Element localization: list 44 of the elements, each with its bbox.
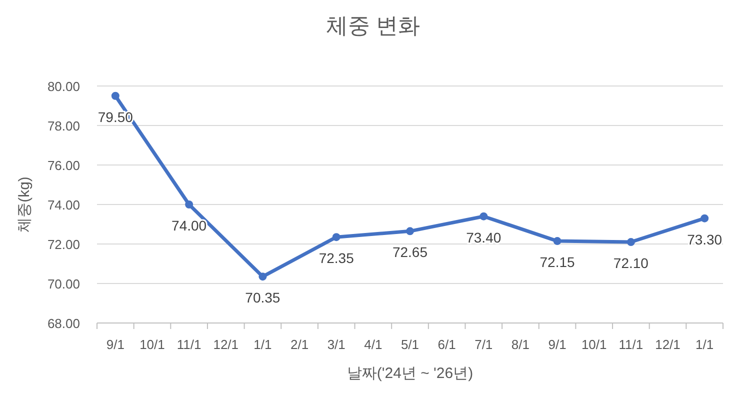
point xyxy=(185,200,194,208)
x-tick-label: 4/1 xyxy=(364,337,382,352)
y-tick-label: 72.00 xyxy=(47,237,80,252)
point xyxy=(700,214,709,222)
x-tick-label: 10/1 xyxy=(140,337,165,352)
point xyxy=(332,233,340,242)
x-tick-label: 11/1 xyxy=(618,337,644,352)
x-tick-label: 2/1 xyxy=(290,337,309,352)
x-tick-label: 12/1 xyxy=(655,337,680,352)
x-tick-label: 9/1 xyxy=(548,337,566,352)
data-label: 74.00 xyxy=(172,218,207,234)
x-tick-label: 12/1 xyxy=(213,337,239,352)
point xyxy=(553,237,562,246)
data-label: 72.35 xyxy=(318,250,354,266)
data-label: 72.10 xyxy=(613,255,649,272)
chart-title: 체중 변화 xyxy=(326,13,420,38)
data-label: 70.35 xyxy=(245,290,280,306)
y-tick-label: 70.00 xyxy=(47,276,80,292)
x-tick-label: 1/1 xyxy=(254,337,272,352)
x-tick-label: 6/1 xyxy=(438,337,456,352)
y-axis-title: 체중(kg) xyxy=(16,176,33,232)
data-label: 73.40 xyxy=(466,229,502,246)
x-axis-title: 날짜('24년 ~ '26년) xyxy=(346,365,474,382)
point xyxy=(406,227,414,236)
x-tick-label: 10/1 xyxy=(581,337,607,352)
data-label: 72.15 xyxy=(540,254,576,270)
y-tick-label: 74.00 xyxy=(47,198,80,212)
x-tick-label: 3/1 xyxy=(327,337,346,352)
x-tick-label: 11/1 xyxy=(176,337,202,352)
y-tick-label: 80.00 xyxy=(47,79,80,94)
point xyxy=(626,238,635,246)
y-tick-label: 78.00 xyxy=(47,118,80,134)
data-label: 73.30 xyxy=(687,231,722,248)
point xyxy=(480,212,488,220)
point xyxy=(111,92,120,100)
x-tick-label: 7/1 xyxy=(474,337,493,352)
x-tick-label: 5/1 xyxy=(400,337,420,352)
data-label: 72.65 xyxy=(392,244,428,260)
x-tick-label: 1/1 xyxy=(696,337,714,352)
x-tick-label: 9/1 xyxy=(106,337,124,352)
y-tick-label: 68.00 xyxy=(47,316,80,331)
x-tick-label: 8/1 xyxy=(511,337,530,352)
y-tick-label: 76.00 xyxy=(47,158,80,173)
point xyxy=(258,272,267,281)
